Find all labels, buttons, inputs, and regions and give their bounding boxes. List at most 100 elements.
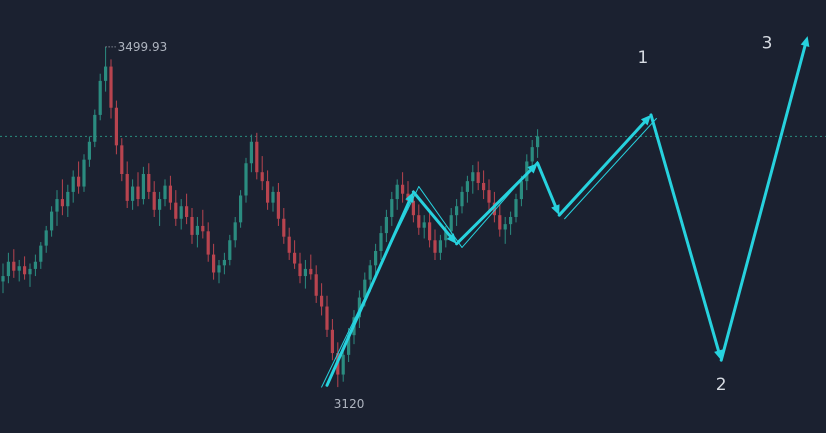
- candle-body: [363, 279, 367, 298]
- candle-body: [303, 268, 307, 277]
- wave-arrow: [719, 36, 810, 362]
- candle: [120, 138, 124, 182]
- arrow-shaft: [461, 160, 539, 248]
- arrow-head: [527, 163, 538, 174]
- candle-body: [357, 297, 361, 318]
- candle: [449, 208, 453, 239]
- candle-body: [379, 233, 383, 251]
- candle-body: [325, 306, 329, 330]
- candle: [503, 216, 507, 244]
- candle-body: [152, 191, 156, 210]
- candle: [206, 222, 210, 262]
- candle-body: [509, 216, 513, 225]
- candle-body: [471, 172, 475, 182]
- candle: [244, 157, 248, 203]
- wave-guide-line: [564, 117, 657, 220]
- candle-body: [455, 206, 459, 216]
- candle: [33, 254, 37, 277]
- wave-guide-line: [321, 186, 420, 388]
- candle: [465, 175, 469, 203]
- candle: [239, 190, 243, 228]
- candle-body: [492, 202, 496, 216]
- candle: [82, 154, 86, 192]
- candle: [460, 186, 464, 214]
- candle: [482, 170, 486, 200]
- candle-body: [136, 186, 140, 200]
- candle-body: [87, 141, 91, 160]
- candle-body: [255, 141, 259, 173]
- candle: [309, 254, 313, 280]
- candle-body: [330, 329, 334, 354]
- arrow-shaft: [418, 186, 463, 248]
- candle: [28, 263, 32, 287]
- candle-body: [282, 218, 286, 237]
- candle-body: [71, 176, 75, 192]
- candle-body: [109, 66, 113, 108]
- candle: [136, 172, 140, 207]
- arrow-head: [551, 204, 560, 216]
- candle-body: [93, 114, 97, 142]
- arrow-shaft: [411, 190, 455, 241]
- candle-body: [249, 141, 253, 164]
- wave-guide-line: [418, 186, 463, 248]
- arrow-head: [405, 191, 414, 203]
- candle: [66, 184, 70, 217]
- candle-body: [271, 191, 275, 203]
- candle-body: [28, 268, 32, 275]
- candle: [314, 265, 318, 303]
- candle-body: [147, 174, 151, 192]
- candle-body: [465, 181, 469, 192]
- candle-body: [201, 225, 205, 232]
- candle-body: [309, 268, 313, 275]
- candle: [271, 186, 275, 212]
- candle-body: [228, 240, 232, 260]
- wave-label-2: 2: [716, 375, 727, 395]
- candle-body: [44, 230, 48, 246]
- candle-body: [482, 182, 486, 191]
- arrow-shaft: [325, 195, 413, 387]
- candle-body: [55, 199, 59, 212]
- candle-body: [260, 172, 264, 182]
- candle: [6, 252, 10, 284]
- candle-body: [422, 222, 426, 228]
- candle-body: [185, 206, 189, 217]
- candle: [222, 252, 226, 275]
- candle-body: [168, 185, 172, 203]
- candle-body: [276, 191, 280, 219]
- arrow-shaft: [557, 117, 649, 217]
- candle: [195, 216, 199, 248]
- candle: [282, 208, 286, 244]
- arrow-shaft: [719, 40, 808, 362]
- candle: [217, 259, 221, 284]
- wave-arrow: [557, 114, 651, 217]
- candle: [55, 190, 59, 226]
- candle-body: [6, 261, 10, 277]
- candle: [374, 243, 378, 277]
- candle: [93, 109, 97, 148]
- candle: [212, 243, 216, 280]
- candle: [17, 259, 21, 282]
- candle-body: [476, 172, 480, 183]
- candle-body: [17, 266, 21, 271]
- candle-body: [217, 265, 221, 273]
- candle-body: [487, 190, 491, 203]
- arrow-shaft: [564, 117, 657, 220]
- candle: [536, 129, 540, 158]
- candle-body: [314, 274, 318, 296]
- candle: [471, 165, 475, 194]
- candle-body: [50, 211, 54, 231]
- candle: [1, 263, 5, 294]
- candle: [114, 100, 118, 155]
- candle-body: [163, 185, 167, 200]
- candle-body: [293, 252, 297, 264]
- candle: [320, 283, 324, 316]
- candle-body: [449, 215, 453, 232]
- arrow-shaft: [321, 186, 420, 388]
- candle-body: [428, 222, 432, 241]
- candle-body: [77, 176, 81, 187]
- candle: [60, 179, 64, 216]
- candle: [298, 252, 302, 284]
- candle-body: [395, 184, 399, 200]
- arrow-shaft: [649, 113, 722, 356]
